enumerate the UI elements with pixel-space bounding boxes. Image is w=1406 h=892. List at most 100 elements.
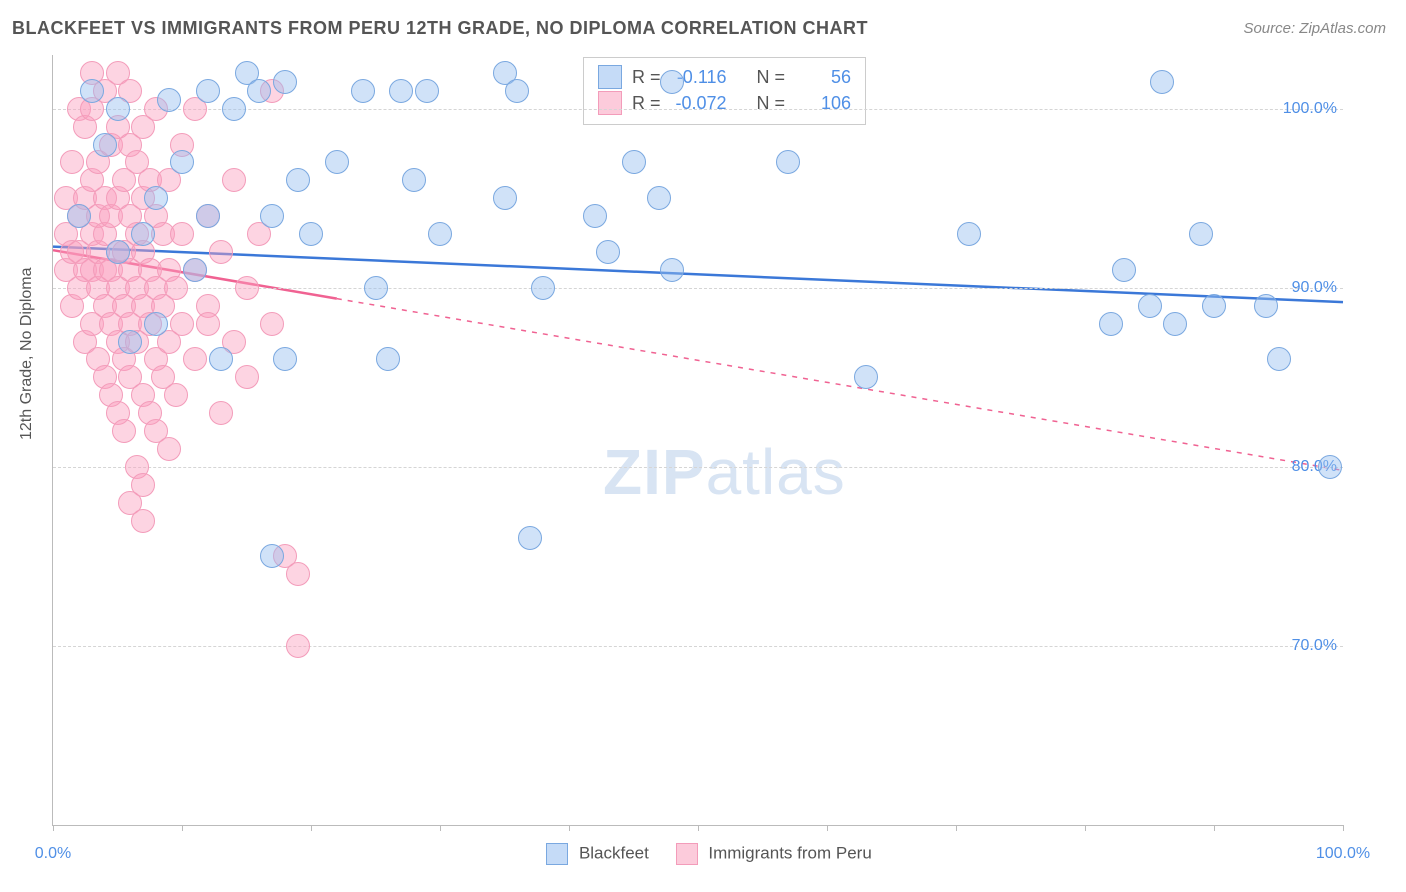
x-tick xyxy=(698,825,699,831)
data-point xyxy=(493,186,517,210)
legend-label-1: Blackfeet xyxy=(579,843,649,862)
data-point xyxy=(196,204,220,228)
stat-n-label: N = xyxy=(757,64,786,90)
stats-row-2: R = -0.072 N = 106 xyxy=(598,90,851,116)
data-point xyxy=(1189,222,1213,246)
data-point xyxy=(170,222,194,246)
data-point xyxy=(660,258,684,282)
data-point xyxy=(131,473,155,497)
data-point xyxy=(1163,312,1187,336)
data-point xyxy=(286,634,310,658)
data-point xyxy=(67,204,91,228)
data-point xyxy=(260,312,284,336)
data-point xyxy=(209,401,233,425)
x-tick xyxy=(1214,825,1215,831)
stat-n-value-2: 106 xyxy=(795,90,851,116)
data-point xyxy=(118,330,142,354)
x-tick xyxy=(182,825,183,831)
stats-box: R = -0.116 N = 56 R = -0.072 N = 106 xyxy=(583,57,866,125)
data-point xyxy=(235,365,259,389)
data-point xyxy=(157,437,181,461)
data-point xyxy=(247,79,271,103)
data-point xyxy=(170,312,194,336)
data-point xyxy=(389,79,413,103)
gridline xyxy=(53,109,1343,110)
data-point xyxy=(196,79,220,103)
y-tick-label: 90.0% xyxy=(1292,279,1337,297)
bottom-legend: Blackfeet Immigrants from Peru xyxy=(53,843,1343,865)
x-tick-label: 100.0% xyxy=(1316,845,1370,863)
chart-title: BLACKFEET VS IMMIGRANTS FROM PERU 12TH G… xyxy=(12,18,868,39)
data-point xyxy=(164,383,188,407)
data-point xyxy=(93,133,117,157)
plot-area: ZIPatlas R = -0.116 N = 56 R = -0.072 N … xyxy=(52,55,1343,826)
data-point xyxy=(957,222,981,246)
data-point xyxy=(505,79,529,103)
data-point xyxy=(1150,70,1174,94)
legend-label-2: Immigrants from Peru xyxy=(708,843,871,862)
x-tick xyxy=(1343,825,1344,831)
data-point xyxy=(131,222,155,246)
x-tick-label: 0.0% xyxy=(35,845,71,863)
data-point xyxy=(222,168,246,192)
data-point xyxy=(660,70,684,94)
data-point xyxy=(1138,294,1162,318)
stat-r-value-2: -0.072 xyxy=(671,90,727,116)
data-point xyxy=(596,240,620,264)
gridline xyxy=(53,646,1343,647)
data-point xyxy=(164,276,188,300)
data-point xyxy=(260,544,284,568)
data-point xyxy=(144,186,168,210)
data-point xyxy=(376,347,400,371)
stats-row-1: R = -0.116 N = 56 xyxy=(598,64,851,90)
x-tick xyxy=(53,825,54,831)
data-point xyxy=(131,509,155,533)
data-point xyxy=(286,562,310,586)
data-point xyxy=(183,347,207,371)
data-point xyxy=(364,276,388,300)
x-tick xyxy=(440,825,441,831)
y-tick-label: 100.0% xyxy=(1283,100,1337,118)
x-tick xyxy=(827,825,828,831)
legend-swatch-pink-icon xyxy=(676,843,698,865)
data-point xyxy=(415,79,439,103)
chart-svg xyxy=(53,55,1343,825)
data-point xyxy=(260,204,284,228)
stat-r-label: R = xyxy=(632,64,661,90)
data-point xyxy=(112,419,136,443)
data-point xyxy=(183,258,207,282)
source-label: Source: ZipAtlas.com xyxy=(1243,20,1386,37)
stat-n-label: N = xyxy=(757,90,786,116)
data-point xyxy=(647,186,671,210)
legend-swatch-blue-icon xyxy=(546,843,568,865)
data-point xyxy=(273,347,297,371)
data-point xyxy=(1318,455,1342,479)
data-point xyxy=(170,150,194,174)
data-point xyxy=(428,222,452,246)
data-point xyxy=(622,150,646,174)
stat-n-value-1: 56 xyxy=(795,64,851,90)
swatch-blue-icon xyxy=(598,65,622,89)
gridline xyxy=(53,467,1343,468)
data-point xyxy=(1112,258,1136,282)
data-point xyxy=(1267,347,1291,371)
data-point xyxy=(583,204,607,228)
swatch-pink-icon xyxy=(598,91,622,115)
x-tick xyxy=(569,825,570,831)
data-point xyxy=(854,365,878,389)
x-tick xyxy=(1085,825,1086,831)
data-point xyxy=(776,150,800,174)
data-point xyxy=(144,312,168,336)
y-tick-label: 70.0% xyxy=(1292,637,1337,655)
data-point xyxy=(299,222,323,246)
data-point xyxy=(235,276,259,300)
data-point xyxy=(106,240,130,264)
data-point xyxy=(209,347,233,371)
data-point xyxy=(531,276,555,300)
data-point xyxy=(196,312,220,336)
x-tick xyxy=(311,825,312,831)
data-point xyxy=(80,79,104,103)
data-point xyxy=(1202,294,1226,318)
data-point xyxy=(325,150,349,174)
data-point xyxy=(222,97,246,121)
